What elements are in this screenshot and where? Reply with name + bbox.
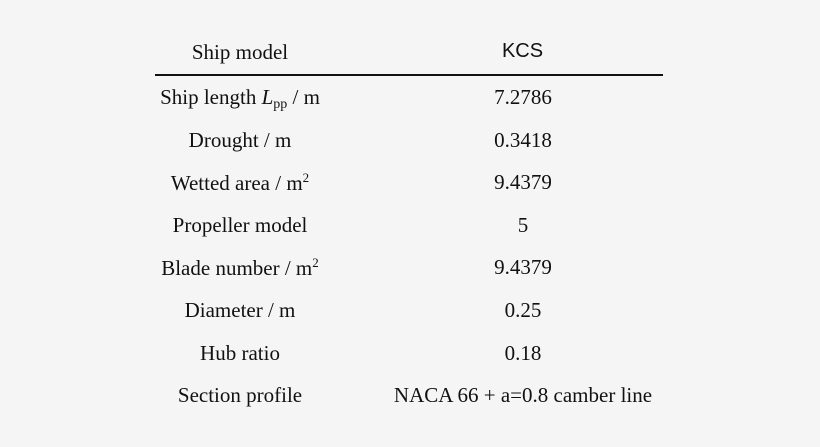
label-text: Wetted area / m [170,171,303,196]
label-superscript: 2 [312,255,319,271]
row-label: Hub ratio [200,340,280,365]
header-ship-model: Ship model [191,40,289,64]
label-symbol: L [261,85,274,109]
row-label: Wetted area / m2 [145,170,335,196]
label-subscript: pp [273,97,288,112]
table-row-blade-number: Blade number / m2 9.4379 [155,246,663,289]
row-label: Section profile [177,383,303,408]
row-label: Drought / m [188,127,292,152]
row-value: 0.18 [504,340,542,365]
row-value: 9.4379 [494,255,552,280]
row-label: Ship length Lpp / m [145,85,335,113]
header-kcs: KCS [501,40,544,62]
label-text: Ship length [160,85,262,109]
row-value: 0.3418 [494,127,552,152]
label-unit: / m [287,85,320,109]
specifications-table: Ship model KCS Ship length Lpp / m 7.278… [155,32,663,417]
table-row-drought: Drought / m 0.3418 [155,119,663,162]
table-row-wetted-area: Wetted area / m2 9.4379 [155,161,663,204]
row-value: 9.4379 [494,170,552,195]
table-row-ship-length: Ship length Lpp / m 7.2786 [155,76,663,119]
row-label: Propeller model [172,212,308,237]
row-value: 0.25 [504,297,542,322]
label-superscript: 2 [302,170,310,186]
row-label: Blade number / m2 [145,255,335,281]
table-row-propeller-model: Propeller model 5 [155,204,663,247]
table-row-diameter: Diameter / m 0.25 [155,289,663,332]
table-header-row: Ship model KCS [155,32,663,76]
row-label: Diameter / m [184,297,296,322]
row-value: 5 [517,212,529,237]
row-value: NACA 66 + a=0.8 camber line [393,383,653,408]
label-text: Blade number / m [161,256,313,281]
table-row-section-profile: Section profile NACA 66 + a=0.8 camber l… [155,374,663,417]
row-value: 7.2786 [494,85,552,109]
table-row-hub-ratio: Hub ratio 0.18 [155,332,663,375]
